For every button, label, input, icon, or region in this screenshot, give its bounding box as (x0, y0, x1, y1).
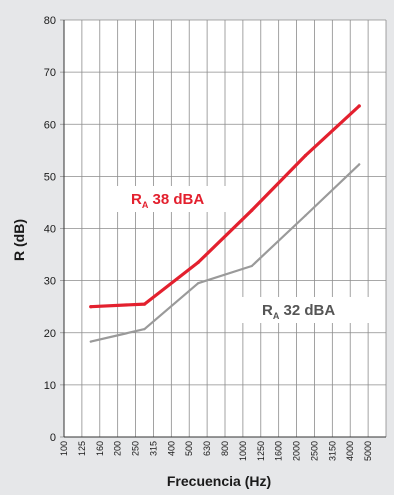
y-tick-label: 60 (44, 119, 56, 131)
x-tick-label: 800 (220, 441, 230, 456)
x-axis-label: Frecuencia (Hz) (167, 473, 271, 489)
x-tick-label: 160 (95, 441, 105, 456)
data-point (142, 302, 147, 306)
data-point (357, 104, 361, 108)
x-tick-label: 250 (131, 441, 141, 456)
series-label-box (109, 186, 232, 212)
y-tick-label: 50 (44, 171, 56, 183)
data-point (250, 208, 254, 212)
y-tick-label: 20 (44, 328, 56, 340)
series-line-1 (89, 104, 361, 309)
x-tick-label: 2000 (292, 441, 302, 461)
y-tick-label: 10 (44, 380, 56, 392)
annotations: RA 38 dBA RA 32 dBA (109, 186, 370, 323)
data-point (196, 260, 200, 264)
series-label-text: RA 32 dBA (262, 302, 335, 321)
series-lines (89, 104, 361, 343)
x-tick-label: 1000 (238, 441, 248, 461)
data-point (197, 282, 200, 285)
axes: 0 10 20 30 40 50 60 70 80 100 125 160 200 250 315 400 50… (44, 15, 386, 461)
x-tick-label: 125 (77, 441, 87, 456)
data-point (250, 264, 253, 268)
x-tick-label: 630 (202, 441, 212, 456)
x-tick-label: 2500 (309, 441, 319, 461)
x-tick-label: 1250 (256, 441, 266, 461)
y-tick-label: 40 (44, 224, 56, 236)
x-tick-label: 1600 (274, 441, 284, 461)
data-point (89, 305, 93, 309)
y-tick-label: 80 (44, 15, 56, 27)
x-tick-label: 400 (166, 441, 176, 456)
data-point (358, 163, 361, 166)
series-label-2: RA 32 dBA (240, 297, 370, 323)
y-axis-label: R (dB) (11, 219, 27, 261)
y-tick-label: 30 (44, 276, 56, 288)
series-line-2 (89, 163, 361, 343)
x-tick-label: 3150 (327, 441, 337, 461)
data-point (89, 340, 92, 343)
y-tick-label: 70 (44, 67, 56, 79)
x-tick-label: 200 (113, 441, 123, 456)
x-tick-label: 500 (184, 441, 194, 456)
y-tick-label: 0 (50, 432, 56, 444)
data-point (143, 328, 146, 331)
x-tick-label: 4000 (345, 441, 355, 461)
x-tick-label: 315 (148, 441, 158, 456)
data-point (303, 153, 308, 158)
series-label-text: RA 38 dBA (131, 191, 204, 210)
series-label-1: RA 38 dBA (109, 186, 232, 212)
x-tick-label: 5000 (363, 441, 373, 461)
series-label-box (240, 297, 370, 323)
data-point (304, 214, 307, 217)
x-tick-label: 100 (59, 441, 69, 456)
